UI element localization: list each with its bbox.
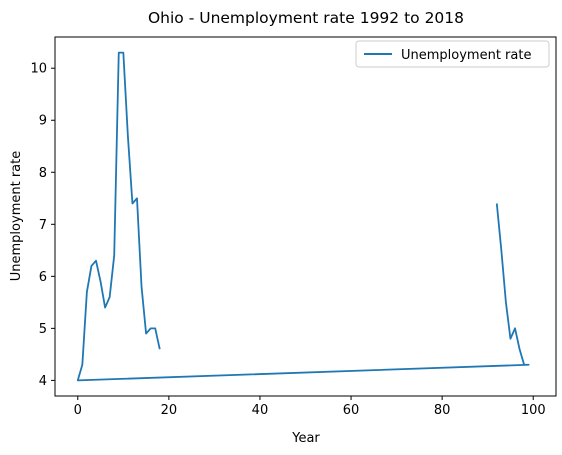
x-tick-label: 20 [161,403,178,418]
x-axis-label: Year [291,431,320,446]
series-line-unemployment-rate [76,51,530,382]
series-group [76,51,530,382]
y-axis: 4 5 6 7 8 9 10 [30,62,55,389]
legend-entry-label: Unemployment rate [401,48,531,63]
y-tick-label: 7 [39,218,47,233]
plot-area [54,36,557,397]
x-tick-label: 80 [434,403,451,418]
y-tick-label: 10 [30,62,47,77]
legend-box [355,40,550,68]
y-tick-label: 9 [39,114,47,129]
x-tick-label: 100 [521,403,546,418]
x-tick-label: 0 [74,403,82,418]
x-axis: 0 20 40 60 80 100 [74,396,546,418]
y-tick-label: 6 [39,270,47,285]
y-axis-label: Unemployment rate [9,151,24,281]
legend: Unemployment rate [355,40,550,68]
chart-title: Ohio - Unemployment rate 1992 to 2018 [148,9,464,27]
y-tick-label: 4 [39,374,47,389]
y-tick-label: 5 [39,322,47,337]
x-tick-label: 60 [343,403,360,418]
x-tick-label: 40 [252,403,269,418]
y-tick-label: 8 [39,166,47,181]
